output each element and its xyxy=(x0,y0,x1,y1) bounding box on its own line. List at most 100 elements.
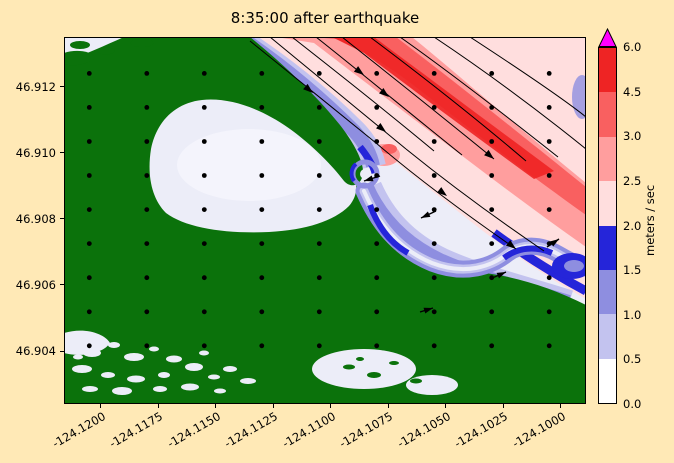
quiver-dot xyxy=(489,139,495,144)
quiver-dot xyxy=(144,275,150,281)
quiver-dot xyxy=(316,105,322,110)
quiver-dot xyxy=(546,139,552,144)
quiver-dot xyxy=(201,173,207,178)
quiver-dot xyxy=(489,241,495,247)
quiver-dot xyxy=(316,343,322,349)
x-tick-mark xyxy=(330,404,332,408)
x-tick-label: -124.1000 xyxy=(509,409,568,451)
quiver-dot xyxy=(86,139,92,144)
quiver-dot xyxy=(546,173,552,178)
x-tick-label: -124.1175 xyxy=(107,409,166,451)
colorbar xyxy=(598,47,617,404)
quiver-dot xyxy=(489,343,495,349)
colorbar-tick-label: 3.0 xyxy=(623,129,642,144)
quiver-dot xyxy=(201,105,207,110)
streamlines xyxy=(249,37,586,252)
plot-area xyxy=(64,37,586,404)
quiver-dot xyxy=(489,105,495,110)
x-tick-label: -124.1025 xyxy=(452,409,511,451)
quiver-dot xyxy=(259,105,265,110)
y-tick-mark xyxy=(60,284,64,286)
quiver-dot xyxy=(144,207,150,213)
quiver-dot xyxy=(374,105,380,110)
x-tick-label: -124.1150 xyxy=(164,409,223,451)
quiver-dot xyxy=(316,241,322,247)
quiver-dot xyxy=(201,241,207,247)
quiver-dot xyxy=(374,309,380,315)
colorbar-tick-label: 2.5 xyxy=(623,173,642,188)
x-tick-label: -124.1075 xyxy=(337,409,396,451)
quiver-dot xyxy=(259,139,265,144)
quiver-dot xyxy=(546,241,552,247)
quiver-dot xyxy=(431,173,437,178)
colorbar-band xyxy=(599,314,616,359)
colorbar-band xyxy=(599,269,616,315)
quiver-dot xyxy=(489,275,495,281)
colorbar-band xyxy=(599,92,616,137)
x-tick-label: -124.1100 xyxy=(279,409,338,451)
colorbar-tick-label: 0.0 xyxy=(623,397,642,411)
quiver-dot xyxy=(374,343,380,349)
quiver-dot xyxy=(431,241,437,247)
colorbar-tick-label: 4.5 xyxy=(623,84,642,99)
quiver-dot xyxy=(201,343,207,349)
quiver-dot xyxy=(316,71,322,76)
quiver-dot xyxy=(86,309,92,315)
colorbar-band xyxy=(599,181,616,226)
colorbar-band xyxy=(599,136,616,182)
quiver-dot xyxy=(86,173,92,178)
quiver-dot xyxy=(431,275,437,281)
quiver-dot xyxy=(489,71,495,76)
y-tick-label: 46.908 xyxy=(15,211,56,226)
quiver-dot xyxy=(144,139,150,144)
quiver-dot xyxy=(259,241,265,247)
quiver-dot xyxy=(259,173,265,178)
colorbar-tick-label: 1.5 xyxy=(623,263,642,278)
x-tick-label: -124.1050 xyxy=(394,409,453,451)
quiver-dot xyxy=(144,309,150,315)
colorbar-label: meters / sec xyxy=(643,184,657,257)
colorbar-over-triangle xyxy=(598,28,617,47)
quiver-dot xyxy=(374,207,380,213)
quiver-dot xyxy=(374,173,380,178)
quiver-dot xyxy=(374,275,380,281)
quiver-arrows xyxy=(363,175,560,314)
colorbar-band xyxy=(599,358,616,403)
quiver-dot xyxy=(259,343,265,349)
quiver-dot xyxy=(431,343,437,349)
quiver-dot xyxy=(259,207,265,213)
quiver-dot xyxy=(489,309,495,315)
y-tick-label: 46.904 xyxy=(15,344,56,359)
y-tick-mark xyxy=(60,86,64,88)
x-tick-mark xyxy=(502,404,504,408)
y-tick-mark xyxy=(60,350,64,352)
quiver-dot xyxy=(86,275,92,281)
quiver-dots xyxy=(86,71,552,349)
quiver-dot xyxy=(86,71,92,76)
x-tick-mark xyxy=(157,404,159,408)
y-tick-mark xyxy=(60,152,64,154)
quiver-dot xyxy=(144,71,150,76)
colorbar-band xyxy=(599,48,616,93)
quiver-dot xyxy=(144,241,150,247)
quiver-dot xyxy=(316,275,322,281)
colorbar-tick-label: 0.5 xyxy=(623,352,642,367)
y-tick-mark xyxy=(60,218,64,220)
colorbar-tick-label: 6.0 xyxy=(623,40,642,54)
colorbar-band xyxy=(599,225,616,270)
tidal-channel xyxy=(355,182,586,279)
x-tick-label: -124.1125 xyxy=(222,409,281,451)
colorbar-tick-label: 1.0 xyxy=(623,307,642,322)
quiver-dot xyxy=(86,105,92,110)
quiver-dot xyxy=(86,241,92,247)
quiver-dot xyxy=(546,207,552,213)
y-tick-label: 46.906 xyxy=(15,277,56,292)
quiver-dot xyxy=(431,309,437,315)
quiver-dot xyxy=(144,105,150,110)
x-tick-label: -124.1200 xyxy=(49,409,108,451)
x-tick-mark xyxy=(100,404,102,408)
quiver-dot xyxy=(374,241,380,247)
map-svg xyxy=(64,37,586,404)
quiver-dot xyxy=(489,207,495,213)
